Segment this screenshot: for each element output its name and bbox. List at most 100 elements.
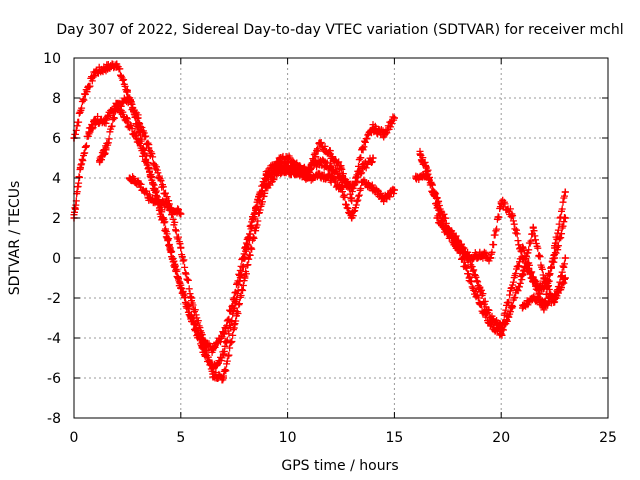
data-point bbox=[412, 174, 420, 182]
series-track-8 bbox=[519, 274, 569, 312]
data-point bbox=[476, 284, 484, 292]
data-point bbox=[230, 304, 238, 312]
data-point bbox=[433, 214, 441, 222]
data-point bbox=[294, 170, 302, 178]
data-point bbox=[561, 254, 569, 262]
x-tick-label: 20 bbox=[492, 430, 510, 446]
data-point bbox=[348, 214, 356, 222]
data-point bbox=[444, 230, 452, 238]
data-point bbox=[305, 164, 313, 172]
data-point bbox=[102, 116, 110, 124]
data-point bbox=[390, 114, 398, 122]
y-tick-label: 4 bbox=[52, 171, 61, 187]
series-track-7 bbox=[433, 196, 569, 293]
data-point bbox=[561, 214, 569, 222]
data-point bbox=[241, 254, 249, 262]
x-tick-label: 15 bbox=[385, 430, 403, 446]
data-point bbox=[380, 130, 388, 138]
data-point bbox=[476, 250, 484, 258]
data-point bbox=[508, 210, 516, 218]
data-point bbox=[551, 254, 559, 262]
y-tick-label: 0 bbox=[52, 251, 61, 267]
data-point bbox=[187, 294, 195, 302]
data-point bbox=[476, 300, 484, 308]
data-point bbox=[326, 150, 334, 158]
data-point bbox=[519, 304, 527, 312]
series-track-4 bbox=[126, 173, 185, 218]
data-point bbox=[465, 254, 473, 262]
x-tick-label: 0 bbox=[70, 430, 79, 446]
data-point bbox=[508, 304, 516, 312]
x-axis-title: GPS time / hours bbox=[281, 458, 398, 474]
series-track-3 bbox=[96, 94, 377, 384]
data-point bbox=[284, 166, 292, 174]
data-point bbox=[540, 274, 548, 282]
y-tick-label: -2 bbox=[47, 291, 61, 307]
data-point bbox=[123, 118, 131, 126]
data-point bbox=[76, 164, 84, 172]
data-point bbox=[134, 114, 142, 122]
data-point bbox=[316, 158, 324, 166]
data-point bbox=[102, 144, 110, 152]
data-point bbox=[177, 284, 185, 292]
grid-lines bbox=[74, 58, 608, 418]
data-point bbox=[497, 330, 505, 338]
data-point bbox=[540, 300, 548, 308]
data-point bbox=[209, 370, 217, 378]
data-point bbox=[126, 174, 134, 182]
data-point bbox=[155, 198, 163, 206]
data-point bbox=[145, 144, 153, 152]
data-point bbox=[91, 68, 99, 76]
data-point bbox=[220, 350, 228, 358]
data-point bbox=[209, 364, 217, 372]
y-tick-label: 10 bbox=[43, 51, 61, 67]
x-tick-label: 10 bbox=[279, 430, 297, 446]
data-point bbox=[348, 194, 356, 202]
data-point bbox=[316, 140, 324, 148]
data-point bbox=[284, 154, 292, 162]
data-point bbox=[348, 184, 356, 192]
data-point bbox=[96, 158, 104, 166]
data-point bbox=[145, 194, 153, 202]
data-point bbox=[497, 198, 505, 206]
data-point bbox=[241, 274, 249, 282]
data-point bbox=[454, 244, 462, 252]
data-point bbox=[113, 104, 121, 112]
x-tick-label: 25 bbox=[599, 430, 617, 446]
data-point bbox=[155, 174, 163, 182]
data-point bbox=[561, 188, 569, 196]
data-point bbox=[369, 184, 377, 192]
data-point bbox=[337, 164, 345, 172]
data-point bbox=[262, 170, 270, 178]
y-tick-label: 2 bbox=[52, 211, 61, 227]
data-point bbox=[326, 162, 334, 170]
data-point bbox=[337, 174, 345, 182]
chart-title: Day 307 of 2022, Sidereal Day-to-day VTE… bbox=[56, 22, 623, 38]
axes: 0 5 10 15 20 25 -8 -6 -4 -2 0 2 4 6 8 10 bbox=[43, 51, 617, 446]
data-point bbox=[358, 164, 366, 172]
data-point bbox=[134, 138, 142, 146]
data-point bbox=[358, 178, 366, 186]
plot-frame bbox=[73, 57, 609, 419]
data-point bbox=[487, 320, 495, 328]
data-point bbox=[198, 334, 206, 342]
data-point bbox=[209, 346, 217, 354]
data-point bbox=[91, 116, 99, 124]
data-point bbox=[166, 244, 174, 252]
data-point bbox=[529, 224, 537, 232]
data-point bbox=[252, 204, 260, 212]
data-point bbox=[123, 88, 131, 96]
data-point bbox=[252, 224, 260, 232]
plot-area bbox=[70, 60, 569, 384]
y-tick-label: -8 bbox=[47, 411, 61, 427]
data-point bbox=[294, 162, 302, 170]
data-point bbox=[177, 244, 185, 252]
data-point bbox=[230, 324, 238, 332]
data-point bbox=[113, 60, 121, 68]
y-tick-label: -6 bbox=[47, 371, 61, 387]
data-point bbox=[134, 178, 142, 186]
data-point bbox=[166, 204, 174, 212]
data-point bbox=[465, 274, 473, 282]
data-point bbox=[529, 294, 537, 302]
